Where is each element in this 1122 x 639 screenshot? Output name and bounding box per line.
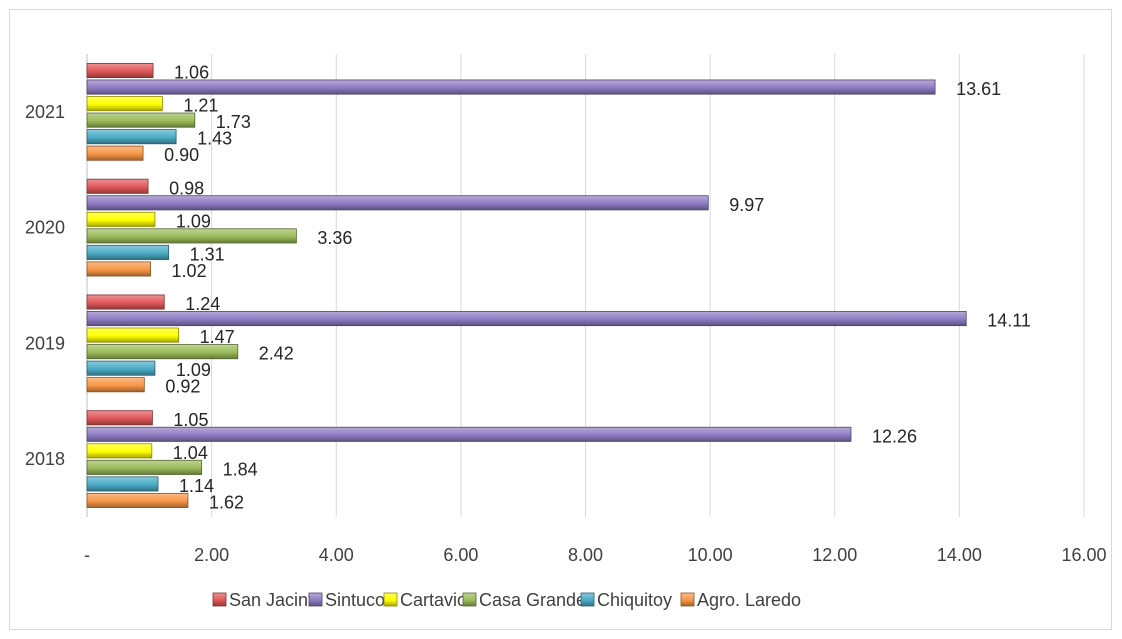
bar-casa-grande-2020 (86, 228, 297, 244)
data-label: 1.05 (173, 410, 208, 430)
x-tick-label: 12.00 (812, 545, 857, 565)
x-tick-label: 14.00 (937, 545, 982, 565)
bar-agro-laredo-2019 (86, 377, 145, 393)
bar-casa-grande-2018 (86, 459, 203, 475)
legend-label: Sintuco (325, 590, 385, 610)
gridlines (86, 54, 1085, 517)
bar-cartavio-2020 (86, 211, 156, 227)
bar-casa-grande-2019 (86, 344, 239, 360)
data-label: 1.21 (183, 96, 218, 116)
bar-casa-grande-2021 (86, 112, 196, 128)
bar-sintuco-2019 (86, 311, 967, 327)
bar-chiquitoy-2020 (86, 244, 170, 260)
bar-sintuco-2020 (86, 195, 709, 211)
data-label: 1.24 (185, 294, 220, 314)
y-category-label: 2020 (25, 218, 65, 238)
y-category-label: 2018 (25, 449, 65, 469)
bar-cartavio-2019 (86, 327, 179, 343)
legend-swatch (580, 592, 595, 607)
data-label: 0.98 (169, 178, 204, 198)
legend-label: San Jacinto (229, 590, 323, 610)
legend-swatch (680, 592, 695, 607)
y-category-label: 2021 (25, 102, 65, 122)
x-tick-label: 2.00 (194, 545, 229, 565)
bar-agro-laredo-2021 (86, 145, 144, 161)
data-label: 1.62 (209, 492, 244, 512)
x-axis-ticks: - 2.00 4.00 6.00 8.00 10.00 12.00 14.00 16.00 (84, 545, 1107, 565)
data-label: 1.02 (172, 261, 207, 281)
x-tick-label: 4.00 (319, 545, 354, 565)
data-label: 3.36 (317, 228, 352, 248)
data-label: 9.97 (729, 195, 764, 215)
legend: San Jacinto Sintuco Cartavio Casa Grande Chi… (212, 590, 801, 610)
data-label: 1.06 (174, 63, 209, 83)
data-label: 1.09 (176, 360, 211, 380)
bar-san-jacinto-2019 (86, 294, 165, 310)
bar-san-jacinto-2018 (86, 410, 153, 426)
bar-chart: - 2.00 4.00 6.00 8.00 10.00 12.00 14.00 16.00 1.… (25, 54, 1107, 610)
chart-frame: - 2.00 4.00 6.00 8.00 10.00 12.00 14.00 16.00 1.… (9, 9, 1112, 630)
bars (86, 63, 967, 508)
data-label: 12.26 (872, 426, 917, 446)
legend-swatch (308, 592, 323, 607)
data-label: 1.43 (197, 129, 232, 149)
y-axis-categories: 2018 2019 2020 2021 (25, 102, 65, 469)
data-label: 14.11 (987, 311, 1031, 331)
bar-san-jacinto-2020 (86, 178, 149, 194)
data-label: 1.31 (190, 244, 225, 264)
data-label: 0.90 (164, 145, 199, 165)
data-label: 1.73 (216, 112, 251, 132)
bar-chiquitoy-2021 (86, 129, 177, 145)
data-label: 13.61 (956, 79, 1001, 99)
x-tick-label: 10.00 (688, 545, 733, 565)
legend-label: Agro. Laredo (697, 590, 801, 610)
data-label: 1.84 (223, 459, 258, 479)
bar-san-jacinto-2021 (86, 63, 154, 79)
bar-agro-laredo-2018 (86, 492, 189, 508)
data-label: 1.09 (176, 211, 211, 231)
x-tick-label: 6.00 (443, 545, 478, 565)
data-labels: 1.05 12.26 1.04 1.84 1.141.62 1.24 14.11 1.47 2.… (164, 63, 1031, 513)
data-label: 2.42 (259, 344, 294, 364)
bar-chiquitoy-2019 (86, 360, 156, 376)
data-label: 1.14 (179, 476, 214, 496)
legend-swatch (383, 592, 398, 607)
x-tick-label: 8.00 (568, 545, 603, 565)
x-tick-label: 16.00 (1061, 545, 1106, 565)
legend-swatch (212, 592, 227, 607)
data-label: 1.04 (173, 443, 208, 463)
legend-label: Casa Grande (479, 590, 586, 610)
legend-label: Cartavio (400, 590, 467, 610)
bar-agro-laredo-2020 (86, 261, 151, 277)
bar-chiquitoy-2018 (86, 476, 159, 492)
bar-cartavio-2018 (86, 443, 153, 459)
y-category-label: 2019 (25, 333, 65, 353)
legend-swatch (462, 592, 477, 607)
data-label: 1.47 (200, 327, 235, 347)
bar-cartavio-2021 (86, 96, 163, 112)
bar-sintuco-2021 (86, 79, 936, 95)
legend-label: Chiquitoy (597, 590, 672, 610)
bar-sintuco-2018 (86, 426, 852, 442)
data-label: 0.92 (165, 377, 200, 397)
x-tick-label: - (84, 545, 90, 565)
